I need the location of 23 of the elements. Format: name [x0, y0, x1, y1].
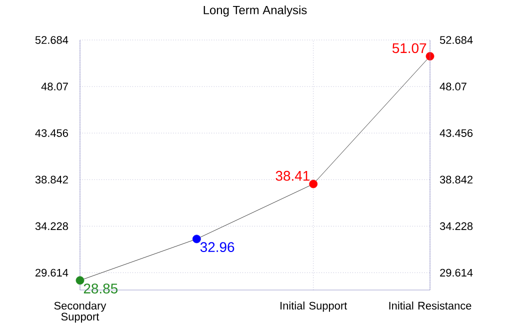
point	[192, 234, 201, 244]
chart-title: Long Term Analysis	[204, 6, 307, 17]
x-tick-label: Initial Support	[280, 302, 348, 312]
point	[309, 180, 318, 188]
y2-tick-label: 29.614	[440, 268, 473, 277]
y-tick-label: 52.684	[35, 36, 68, 44]
x-tick-label: Secondary Support	[54, 302, 106, 323]
data-label: 28.85	[84, 284, 118, 294]
y-tick-label: 43.456	[35, 129, 68, 137]
data-label: 51.07	[392, 43, 426, 54]
y-tick-label: 38.842	[35, 176, 68, 184]
y2-tick-label: 34.228	[440, 222, 473, 230]
data-label: 32.96	[200, 242, 234, 252]
y-tick-label: 34.228	[35, 222, 68, 230]
data-label: 38.41	[276, 170, 310, 181]
y2-tick-label: 38.842	[440, 176, 472, 184]
point	[76, 276, 84, 285]
y-tick-label: 29.614	[36, 268, 68, 277]
y2-tick-label: 43.456	[440, 129, 473, 137]
y2-tick-label: 52.684	[440, 36, 473, 44]
x-tick-label: Initial Resistance	[389, 302, 472, 310]
y2-tick-label: 48.07	[440, 82, 466, 90]
y-tick-label: 48.07	[41, 82, 68, 90]
